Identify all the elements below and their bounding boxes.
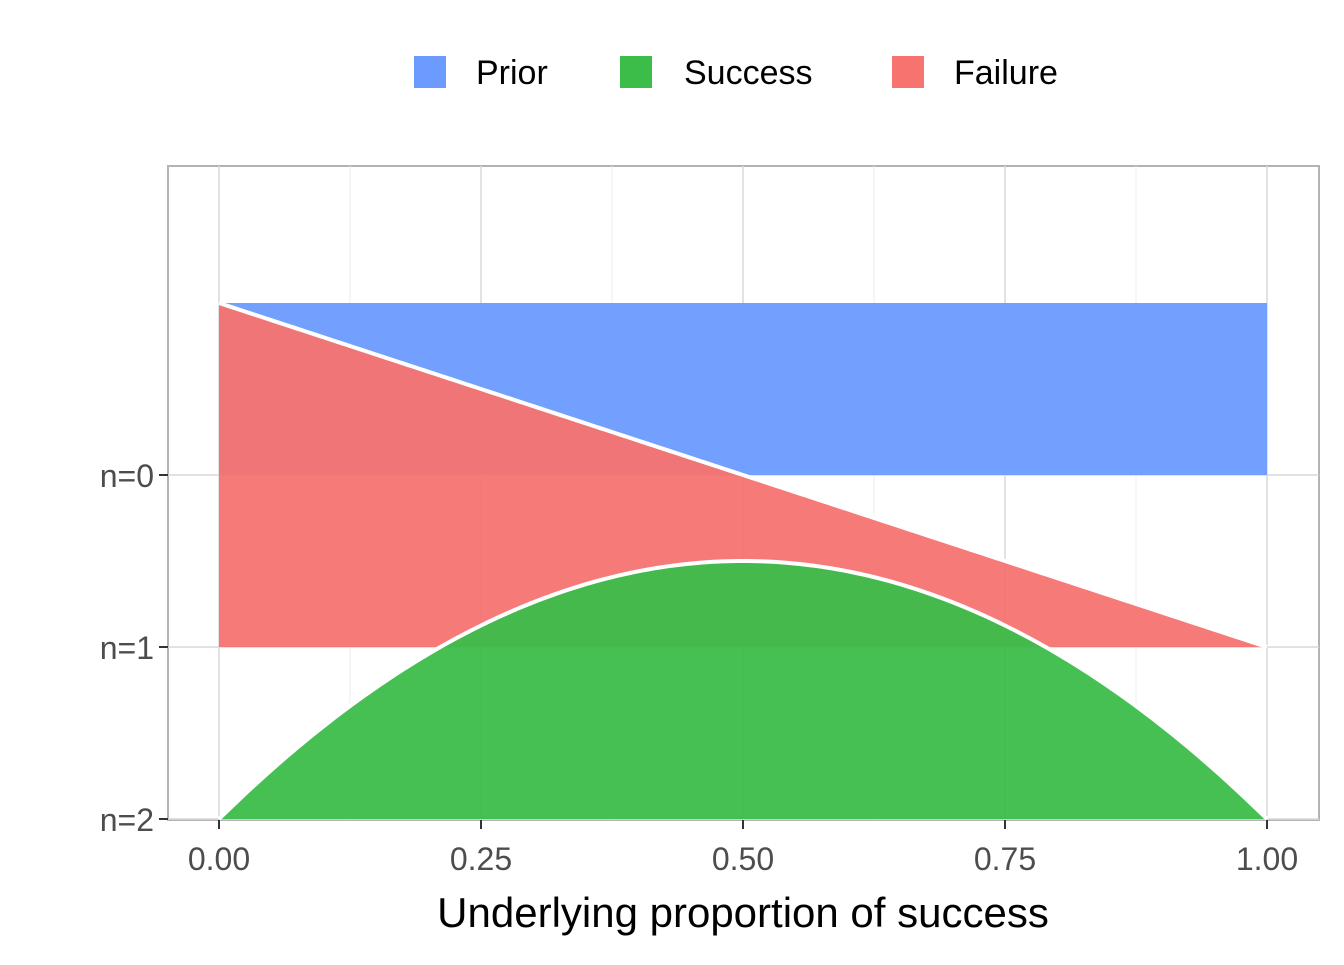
x-tick-label: 0.25 <box>450 841 512 877</box>
y-tick-label: n=1 <box>100 630 154 666</box>
x-tick-label: 1.00 <box>1236 841 1298 877</box>
legend: Prior Success Failure <box>414 54 1058 92</box>
x-tick-label: 0.50 <box>712 841 774 877</box>
legend-key-prior <box>414 56 446 88</box>
axes: 0.00 0.25 0.50 0.75 1.00 n=0 n=1 n=2 <box>100 458 1298 877</box>
x-tick-label: 0.00 <box>188 841 250 877</box>
y-tick-label: n=0 <box>100 458 154 494</box>
legend-label-prior: Prior <box>476 54 548 92</box>
y-tick-label: n=2 <box>100 802 154 838</box>
x-tick-label: 0.75 <box>974 841 1036 877</box>
x-axis-label: Underlying proportion of success <box>437 889 1049 936</box>
data-marks <box>217 301 1269 821</box>
success-outline <box>217 558 1269 821</box>
legend-key-success <box>620 56 652 88</box>
legend-key-failure <box>892 56 924 88</box>
legend-label-success: Success <box>684 54 813 92</box>
legend-label-failure: Failure <box>954 54 1058 92</box>
failure-outline <box>218 301 1268 649</box>
